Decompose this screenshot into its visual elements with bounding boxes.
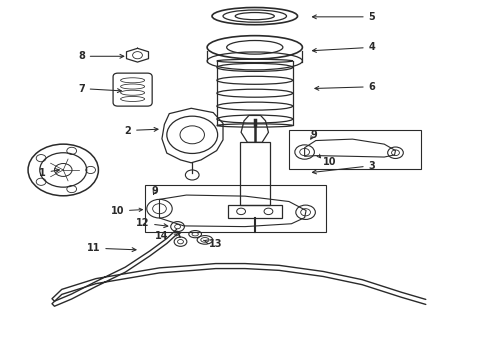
- Text: 10: 10: [111, 206, 125, 216]
- Text: 12: 12: [136, 218, 168, 228]
- Text: 11: 11: [87, 243, 136, 253]
- Text: 6: 6: [315, 82, 375, 92]
- Text: 9: 9: [151, 186, 158, 197]
- Bar: [228, 205, 282, 218]
- Bar: [145, 185, 326, 232]
- Text: 4: 4: [313, 42, 375, 53]
- Text: 7: 7: [78, 84, 122, 94]
- Text: 8: 8: [78, 51, 124, 61]
- Text: 1: 1: [39, 168, 59, 178]
- Text: 2: 2: [124, 126, 158, 135]
- Text: 13: 13: [203, 239, 222, 249]
- Bar: [240, 142, 270, 205]
- Text: 14: 14: [155, 231, 180, 240]
- Text: 10: 10: [323, 157, 337, 167]
- Text: 9: 9: [310, 130, 317, 140]
- Text: 3: 3: [313, 161, 375, 174]
- Bar: [289, 130, 421, 169]
- Text: 5: 5: [313, 12, 375, 22]
